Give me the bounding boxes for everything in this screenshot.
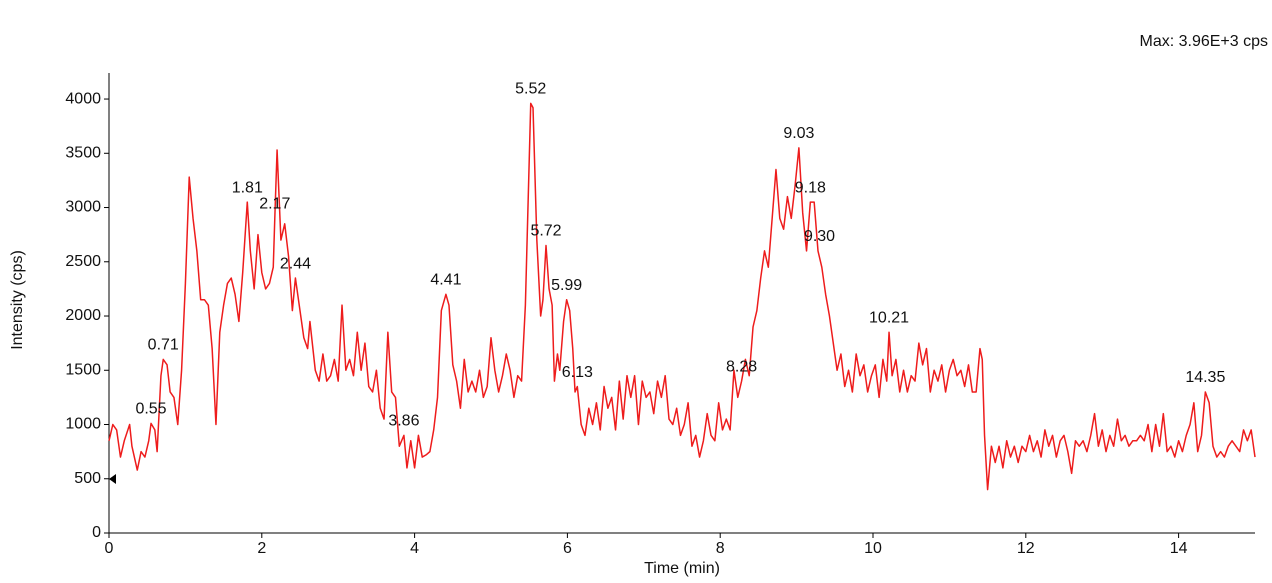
x-tick-label: 0 <box>105 540 114 557</box>
y-tick-label: 2500 <box>65 253 101 270</box>
x-tick-label: 12 <box>1017 540 1035 557</box>
peak-label: 6.13 <box>562 364 593 381</box>
peak-label: 9.30 <box>804 228 835 245</box>
peak-label: 5.52 <box>515 81 546 98</box>
y-tick-label: 0 <box>92 524 101 541</box>
peak-label: 1.81 <box>232 179 263 196</box>
x-tick-label: 2 <box>257 540 266 557</box>
max-label: Max: 3.96E+3 cps <box>1139 33 1268 50</box>
x-tick-label: 8 <box>716 540 725 557</box>
peak-label: 3.86 <box>388 413 419 430</box>
peak-label: 0.71 <box>148 337 179 354</box>
peak-label: 5.99 <box>551 277 582 294</box>
y-tick-label: 4000 <box>65 90 101 107</box>
peak-label: 5.72 <box>530 223 561 240</box>
peak-label: 8.28 <box>726 358 757 375</box>
peak-label: 9.03 <box>783 125 814 142</box>
peak-label: 2.44 <box>280 255 311 272</box>
x-tick-label: 10 <box>864 540 882 557</box>
x-tick-label: 14 <box>1170 540 1188 557</box>
y-tick-label: 1500 <box>65 361 101 378</box>
chromatogram-line <box>108 102 1256 491</box>
peak-label: 0.55 <box>135 401 166 418</box>
peak-label: 10.21 <box>869 310 909 327</box>
y-tick-label: 2000 <box>65 307 101 324</box>
x-tick-label: 6 <box>563 540 572 557</box>
peak-label: 14.35 <box>1185 369 1225 386</box>
x-tick-label: 4 <box>410 540 419 557</box>
y-tick-label: 3500 <box>65 145 101 162</box>
x-axis-title: Time (min) <box>644 560 720 577</box>
y-tick-label: 3000 <box>65 199 101 216</box>
baseline-marker <box>109 474 116 484</box>
peak-label: 9.18 <box>795 179 826 196</box>
y-tick-label: 1000 <box>65 416 101 433</box>
peak-label: 2.17 <box>259 196 290 213</box>
y-axis-title: Intensity (cps) <box>9 250 26 350</box>
peak-label: 4.41 <box>430 272 461 289</box>
y-tick-label: 500 <box>74 470 101 487</box>
